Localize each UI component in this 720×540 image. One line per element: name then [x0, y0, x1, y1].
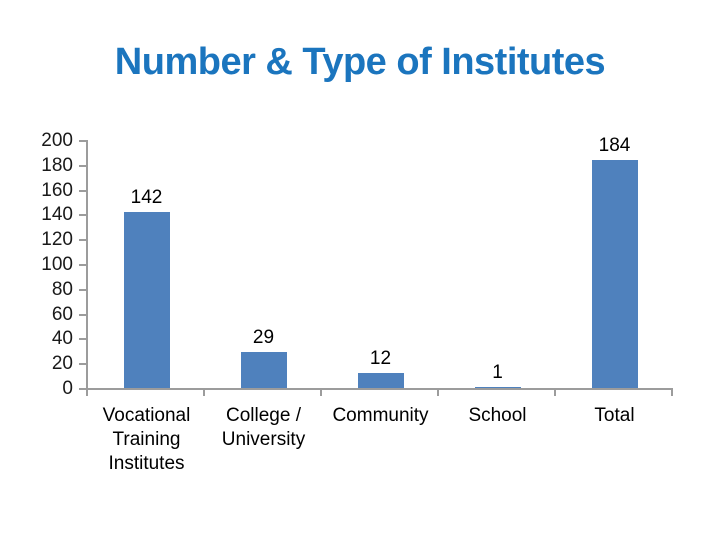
y-axis-tick-label: 120 — [41, 229, 73, 250]
y-axis-tick-label: 60 — [51, 304, 73, 325]
x-axis-tick — [554, 390, 556, 396]
y-axis-tick — [79, 190, 86, 192]
bar-total — [591, 160, 638, 388]
y-axis-tick-label: 80 — [51, 279, 73, 300]
y-axis-tick — [79, 140, 86, 142]
y-axis-tick-label: 0 — [62, 378, 73, 399]
bar-value-label: 184 — [598, 135, 631, 156]
y-axis-tick — [79, 264, 86, 266]
slide-title: Number & Type of Institutes — [114, 41, 606, 83]
category-label: Community — [332, 405, 429, 426]
y-axis-tick — [79, 338, 86, 340]
y-axis-tick-label: 200 — [41, 130, 73, 151]
x-axis-tick — [671, 390, 673, 396]
y-axis-tick — [79, 165, 86, 167]
y-axis-tick — [79, 214, 86, 216]
bar-vocational-training-institutes — [123, 212, 170, 388]
category-label: Total — [594, 405, 635, 426]
y-axis-tick — [79, 289, 86, 291]
x-axis-tick — [86, 390, 88, 396]
x-axis-line — [86, 388, 673, 390]
bar-value-label: 142 — [130, 187, 163, 208]
y-axis-tick-label: 140 — [41, 204, 73, 225]
bar-school — [474, 387, 521, 388]
x-axis-tick — [320, 390, 322, 396]
category-label: College / University — [221, 405, 306, 450]
bar-value-label: 29 — [252, 327, 275, 348]
bar-community — [357, 373, 404, 388]
bar-value-label: 1 — [492, 362, 503, 383]
y-axis-tick-label: 100 — [41, 254, 73, 275]
y-axis-line — [86, 140, 88, 390]
x-axis-tick — [203, 390, 205, 396]
y-axis-tick-label: 40 — [51, 328, 73, 349]
y-axis-tick — [79, 388, 86, 390]
y-axis-tick-label: 160 — [41, 180, 73, 201]
bar-value-label: 12 — [369, 348, 392, 369]
y-axis-tick — [79, 363, 86, 365]
y-axis-tick-label: 20 — [51, 353, 73, 374]
x-axis-tick — [437, 390, 439, 396]
y-axis-tick-label: 180 — [41, 155, 73, 176]
category-label: School — [468, 405, 527, 426]
bar-college-university — [240, 352, 287, 388]
category-label: Vocational Training Institutes — [102, 405, 191, 474]
y-axis-tick — [79, 314, 86, 316]
y-axis-tick — [79, 239, 86, 241]
